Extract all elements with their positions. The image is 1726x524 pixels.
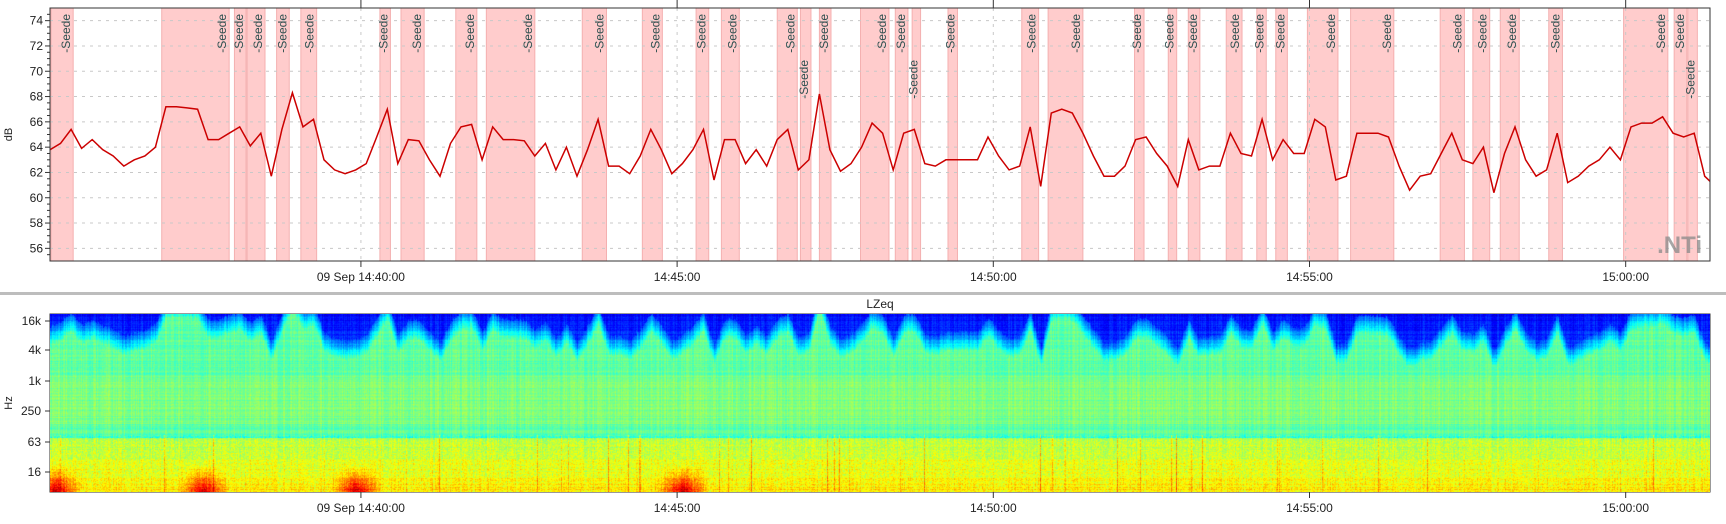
annotation-band: [161, 8, 230, 261]
annotation-band: [485, 8, 536, 261]
annotation-label: -Seede: [376, 14, 390, 53]
y-tick-label: 58: [30, 216, 44, 230]
annotation-band: [860, 8, 890, 261]
annotation-label: -Seede: [215, 14, 229, 53]
annotation-label: -Seede: [251, 14, 265, 53]
y-tick-label: 68: [30, 90, 44, 104]
annotation-band: [776, 8, 798, 261]
y-tick-label: 60: [30, 191, 44, 205]
annotation-band: [1275, 8, 1288, 261]
x-tick-label: 09 Sep 14:40:00: [317, 501, 405, 515]
annotation-band: [1187, 8, 1201, 261]
annotation-label: -Seede: [1025, 14, 1039, 53]
annotation-label: -Seede: [1450, 14, 1464, 53]
annotation-label: -Seede: [894, 14, 908, 53]
freq-tick-label: 1k: [28, 374, 42, 388]
freq-axis-label: Hz: [3, 396, 15, 409]
y-tick-label: 64: [30, 140, 44, 154]
level-time-chart: -Seede -Seede -Seede -Seede -Seede -Seede -See…: [3, 0, 1711, 284]
annotation-band: [720, 8, 740, 261]
y-tick-label: 70: [30, 64, 44, 78]
spectrogram-axes: LZeq 16k 4k 1k 250 63 16 Hz 09 Sep 14:40:00 14:45…: [3, 297, 1711, 515]
annotation-label: -Seede: [783, 14, 797, 53]
annotation-band: [1225, 8, 1243, 261]
y-tick-label: 62: [30, 165, 44, 179]
annotation-band: [276, 8, 290, 261]
y-tick-label: 56: [30, 241, 44, 255]
annotation-label: -Seede: [303, 14, 317, 53]
annotation-band: [947, 8, 958, 261]
x-tick-label: 14:45:00: [654, 501, 701, 515]
annotation-label: -Seede: [1228, 14, 1242, 53]
annotation-label: -Seede: [1130, 14, 1144, 53]
annotation-band: [379, 8, 391, 261]
x-tick-label: 09 Sep 14:40:00: [317, 270, 405, 284]
annotation-label: -Seede: [1476, 14, 1490, 53]
annotation-label: -Seede: [875, 14, 889, 53]
freq-tick-label: 63: [28, 435, 42, 449]
annotation-band: [1472, 8, 1491, 261]
annotation-label: -Seede: [817, 14, 831, 53]
y-tick-label: 74: [30, 14, 44, 28]
x-tick-label: 14:55:00: [1286, 270, 1333, 284]
spectrogram-title: LZeq: [866, 297, 893, 311]
annotation-band: [818, 8, 832, 261]
freq-tick-label: 4k: [28, 343, 42, 357]
annotation-label: -Seede: [725, 14, 739, 53]
annotation-label: -Seede: [1683, 60, 1697, 99]
annotation-label: -Seede: [1654, 14, 1668, 53]
annotation-label: -Seede: [944, 14, 958, 53]
annotation-label: -Seede: [1163, 14, 1177, 53]
annotation-label: -Seede: [1273, 14, 1287, 53]
annotation-label: -Seede: [593, 14, 607, 53]
annotation-label: -Seede: [1324, 14, 1338, 53]
series-line-laeq: [50, 90, 1710, 193]
annotation-label: -Seede: [232, 14, 246, 53]
annotation-label: -Seede: [1505, 14, 1519, 53]
spectrogram-heatmap: [50, 314, 1710, 492]
annotation-label: -Seede: [1186, 14, 1200, 53]
annotation-band: [233, 8, 247, 261]
annotation-band: [1548, 8, 1563, 261]
annotation-band: [799, 8, 812, 261]
panel-divider[interactable]: [0, 292, 1726, 295]
annotation-band: [581, 8, 607, 261]
y-tick-label: 66: [30, 115, 44, 129]
annotation-label: -Seede: [1380, 14, 1394, 53]
annotation-label: -Seede: [1673, 14, 1687, 53]
annotation-label: -Seede: [463, 14, 477, 53]
freq-tick-label: 16: [28, 465, 42, 479]
annotation-label: -Seede: [410, 14, 424, 53]
freq-tick-label: 250: [21, 404, 41, 418]
y-axis-label: dB: [3, 128, 15, 141]
annotation-band: [1167, 8, 1178, 261]
x-tick-label: 15:00:00: [1602, 270, 1649, 284]
x-tick-label: 14:55:00: [1286, 501, 1333, 515]
spectrogram-panel: LZeq 16k 4k 1k 250 63 16 Hz 09 Sep 14:40:00 14:45…: [0, 295, 1726, 524]
annotation-band: [1134, 8, 1145, 261]
annotation-label: -Seede: [275, 14, 289, 53]
x-tick-label: 14:50:00: [970, 270, 1017, 284]
annotation-band: [300, 8, 318, 261]
annotation-label: -Seede: [1069, 14, 1083, 53]
annotation-band: [1306, 8, 1339, 261]
annotation-band: [1623, 8, 1669, 261]
annotation-label: -Seede: [59, 14, 73, 53]
freq-tick-label: 16k: [22, 314, 42, 328]
annotation-label: -Seede: [1252, 14, 1266, 53]
x-tick-label: 14:45:00: [654, 270, 701, 284]
y-tick-label: 72: [30, 39, 44, 53]
annotation-label: -Seede: [1548, 14, 1562, 53]
x-tick-label: 14:50:00: [970, 501, 1017, 515]
annotation-label: -Seede: [907, 60, 921, 99]
annotation-label: -Seede: [648, 14, 662, 53]
annotation-label: -Seede: [797, 60, 811, 99]
nti-logo: .NTi: [1657, 232, 1702, 259]
annotation-label: -Seede: [521, 14, 535, 53]
x-tick-label: 15:00:00: [1602, 501, 1649, 515]
annotation-label: -Seede: [695, 14, 709, 53]
annotation-band: [641, 8, 663, 261]
annotation-band: [1350, 8, 1395, 261]
